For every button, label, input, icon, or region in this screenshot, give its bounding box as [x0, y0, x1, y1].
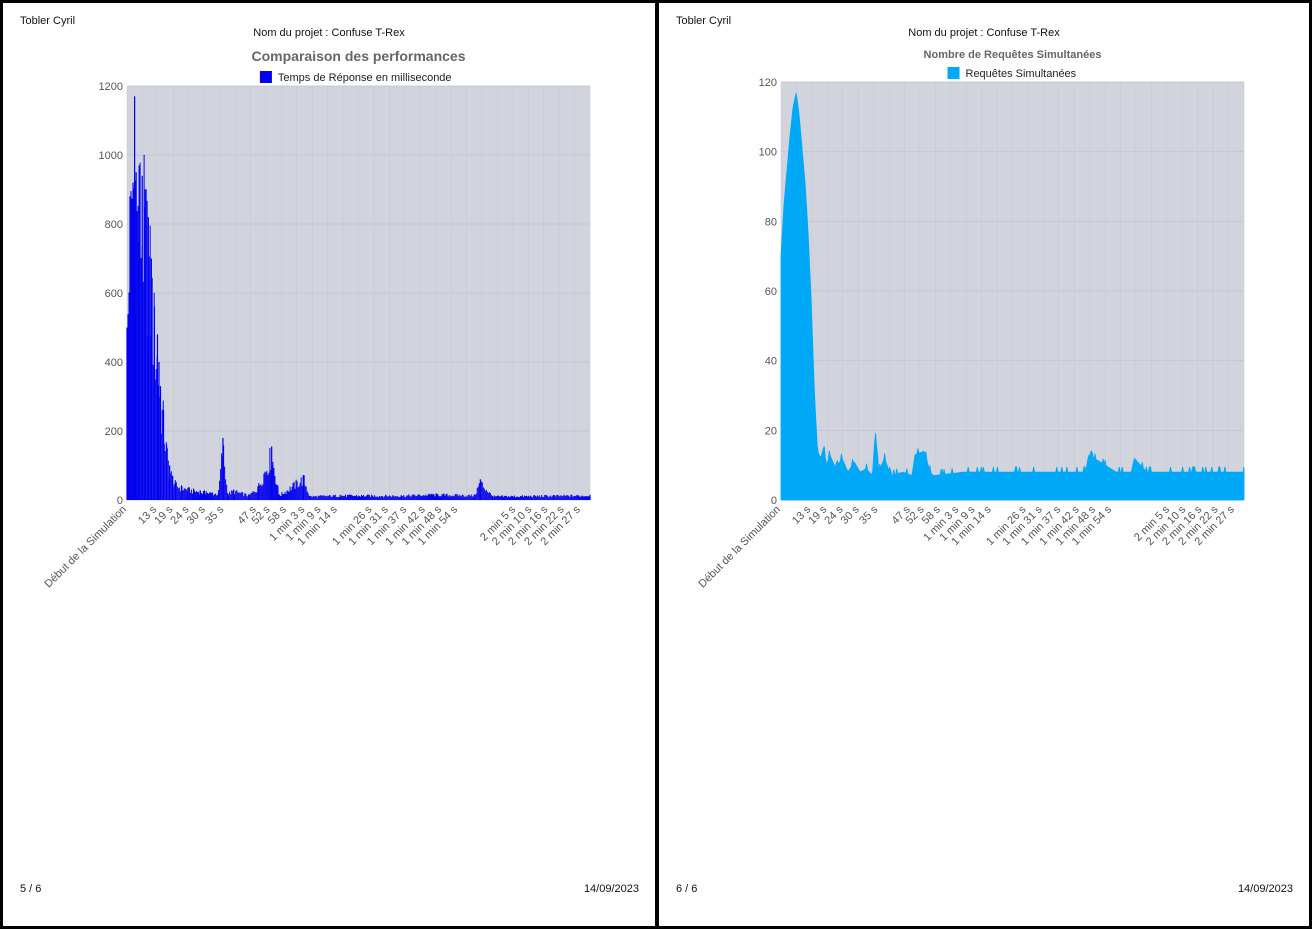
report-page-6: Tobler Cyril Nom du projet : Confuse T-R… — [659, 3, 1309, 926]
legend-swatch — [947, 67, 960, 79]
x-tick-label: 30 s — [185, 503, 209, 527]
y-tick-label: 600 — [105, 288, 123, 300]
chart-title: Comparaison des performances — [252, 48, 466, 64]
concurrent-requests-area — [780, 92, 1245, 501]
report-page-5: Tobler Cyril Nom du projet : Confuse T-R… — [3, 3, 655, 926]
y-tick-label: 400 — [105, 357, 123, 369]
y-tick-label: 1000 — [99, 150, 123, 162]
y-tick-label: 20 — [765, 425, 777, 437]
chart-title: Nombre de Requêtes Simultanées — [924, 49, 1102, 61]
legend-label: Temps de Réponse en milliseconde — [278, 72, 452, 84]
y-tick-label: 80 — [765, 216, 777, 228]
y-tick-label: 1200 — [99, 81, 123, 93]
x-tick-label: 35 s — [857, 503, 881, 527]
concurrent-requests-chart: Nombre de Requêtes Simultanées Requêtes S… — [696, 49, 1245, 591]
y-tick-label: 200 — [105, 426, 123, 438]
y-tick-label: 40 — [765, 356, 777, 368]
legend-label: Requêtes Simultanées — [966, 68, 1077, 80]
report-date: 14/09/2023 — [1237, 883, 1293, 895]
author-name: Tobler Cyril — [676, 15, 732, 27]
y-tick-label: 0 — [117, 495, 123, 507]
y-tick-label: 60 — [765, 286, 777, 298]
y-tick-label: 0 — [771, 495, 777, 507]
project-name: Nom du projet : Confuse T-Rex — [908, 27, 1060, 39]
x-tick-label: 35 s — [203, 503, 227, 527]
report-date: 14/09/2023 — [583, 883, 639, 895]
y-tick-label: 120 — [759, 77, 777, 89]
response-time-chart: Comparaison des performances Temps de Rép… — [42, 48, 591, 591]
x-tick-label: 30 s — [839, 503, 863, 527]
legend-swatch — [259, 71, 272, 83]
author-name: Tobler Cyril — [20, 15, 76, 27]
page-number: 6 / 6 — [676, 883, 698, 895]
x-tick-label: Début de la Simulation — [696, 504, 783, 591]
x-tick-label: Début de la Simulation — [42, 504, 129, 591]
page-number: 5 / 6 — [20, 883, 42, 895]
y-tick-label: 100 — [759, 147, 777, 159]
project-name: Nom du projet : Confuse T-Rex — [253, 27, 405, 39]
y-tick-label: 800 — [105, 219, 123, 231]
